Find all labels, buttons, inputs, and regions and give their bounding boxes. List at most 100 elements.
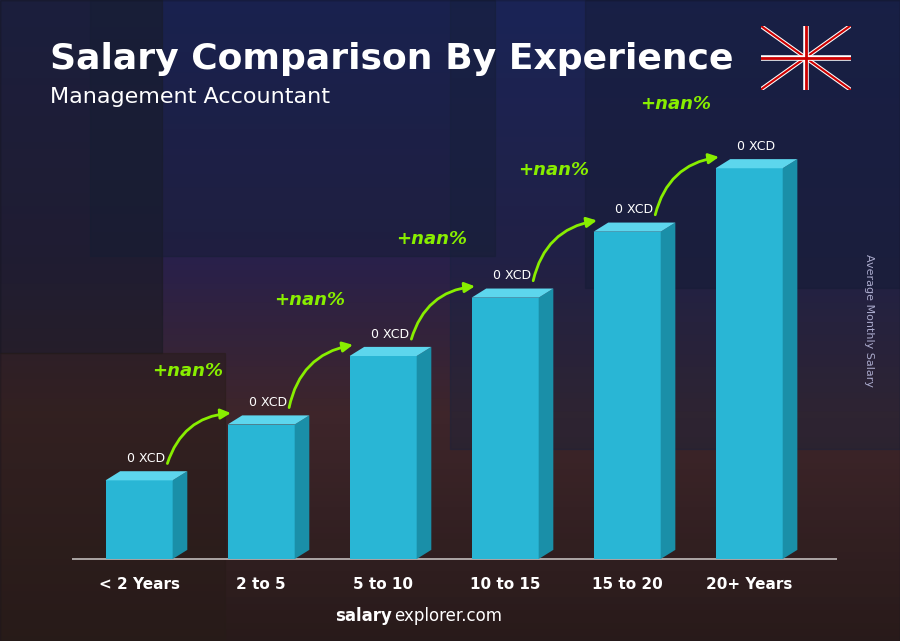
Bar [0,141,900,147]
Polygon shape [173,471,187,559]
Bar [0,333,900,340]
Bar [0,250,900,256]
Text: 0 XCD: 0 XCD [128,452,166,465]
Bar [0,308,900,314]
Bar [0,263,900,269]
Bar [0,635,900,641]
Bar [0,26,900,32]
Bar [0,64,900,71]
Bar [0,596,900,603]
Bar [0,513,900,519]
Bar [0,340,900,346]
Bar [90,0,495,256]
Bar [0,256,900,263]
Bar [0,372,900,378]
Bar [0,462,900,468]
Bar [0,506,900,513]
Bar [0,359,900,365]
Bar [0,237,900,244]
Text: +nan%: +nan% [274,291,346,309]
Bar [0,570,900,577]
Bar [0,545,900,551]
Bar [0,90,900,96]
Bar [0,481,900,487]
Bar [0,276,900,282]
Bar [0,51,900,58]
Bar [716,168,783,559]
Bar [0,583,900,590]
Polygon shape [105,471,187,480]
Bar [0,147,900,154]
Text: +nan%: +nan% [152,362,223,380]
Bar [0,609,900,615]
Bar [0,135,900,141]
Text: explorer.com: explorer.com [394,607,502,625]
Bar [0,103,900,109]
Bar [0,218,900,224]
Bar [0,423,900,429]
Text: Salary Comparison By Experience: Salary Comparison By Experience [50,42,733,76]
Bar [0,327,900,333]
Bar [0,38,900,45]
Bar [0,0,900,6]
Bar [0,519,900,526]
Bar [0,154,900,160]
Bar [0,269,900,276]
Bar [0,179,900,186]
Bar [0,353,225,641]
Bar [0,378,900,385]
Bar [0,192,900,199]
Bar [0,295,900,301]
Text: 0 XCD: 0 XCD [249,396,287,410]
Bar [0,0,162,353]
Text: 0 XCD: 0 XCD [737,140,776,153]
Polygon shape [472,288,554,297]
Bar [0,231,900,237]
Bar [0,404,900,410]
Text: +nan%: +nan% [396,230,467,248]
Polygon shape [294,415,310,559]
Bar [0,122,900,128]
Bar [0,532,900,538]
Bar [0,500,900,506]
Bar [0,410,900,417]
Polygon shape [594,222,675,231]
Bar [594,231,661,559]
Bar [0,115,900,122]
Bar [0,603,900,609]
Bar [0,551,900,558]
Polygon shape [716,159,797,168]
Bar [0,58,900,64]
Bar [0,455,900,462]
Bar [0,199,900,205]
Bar [0,212,900,218]
Bar [0,71,900,77]
Bar [105,480,173,559]
Bar [0,288,900,295]
Bar [0,468,900,474]
Bar [0,436,900,442]
Bar [0,83,900,90]
Text: +nan%: +nan% [641,96,711,113]
Bar [0,167,900,173]
Bar [0,6,900,13]
Bar [0,449,900,455]
Polygon shape [417,347,431,559]
Bar [0,205,900,212]
Text: salary: salary [335,607,392,625]
Bar [0,282,900,288]
Bar [0,96,900,103]
Text: Average Monthly Salary: Average Monthly Salary [863,254,874,387]
Bar [0,615,900,622]
Bar [0,301,900,308]
Bar [0,526,900,532]
Bar [0,19,900,26]
Bar [0,346,900,353]
Bar [0,365,900,372]
Polygon shape [228,415,310,424]
Bar [450,0,900,449]
Text: 0 XCD: 0 XCD [616,203,653,217]
Bar [0,128,900,135]
Bar [0,442,900,449]
Bar [349,356,417,559]
